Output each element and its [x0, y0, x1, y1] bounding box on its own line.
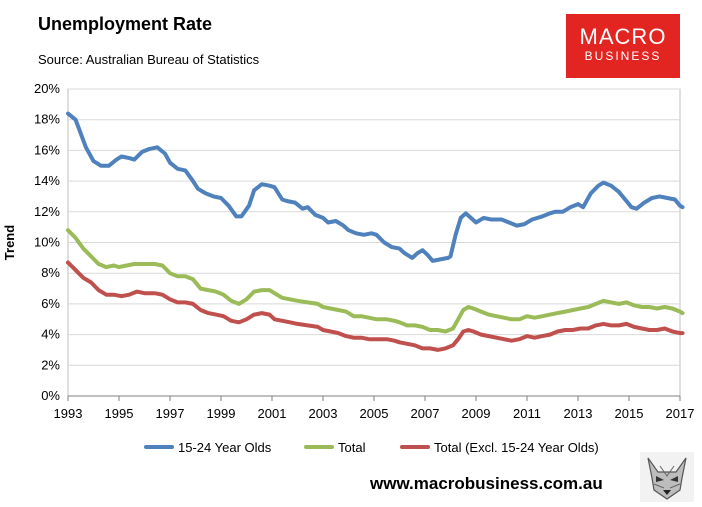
x-tick-label: 2007 — [411, 406, 440, 421]
y-tick-label: 16% — [34, 142, 60, 157]
legend-label-3: Total (Excl. 15-24 Year Olds) — [434, 440, 599, 455]
y-axis-title: Trend — [2, 225, 17, 260]
y-tick-label: 2% — [41, 357, 60, 372]
chart-title: Unemployment Rate — [38, 14, 213, 34]
y-tick-label: 6% — [41, 296, 60, 311]
x-tick-label: 2009 — [462, 406, 491, 421]
x-tick-label: 1995 — [105, 406, 134, 421]
y-tick-label: 14% — [34, 173, 60, 188]
y-tick-label: 12% — [34, 204, 60, 219]
y-tick-label: 20% — [34, 81, 60, 96]
x-tick-label: 2011 — [513, 406, 541, 421]
series-line-1 — [66, 111, 685, 263]
x-tick-label: 1993 — [54, 406, 83, 421]
y-tick-label: 18% — [34, 112, 60, 127]
legend-label-2: Total — [338, 440, 366, 455]
x-tick-label: 2013 — [564, 406, 593, 421]
website-url[interactable]: www.macrobusiness.com.au — [370, 474, 603, 493]
x-tick-label: 2015 — [615, 406, 644, 421]
chart-source: Source: Australian Bureau of Statistics — [38, 52, 260, 67]
logo-line-1: MACRO — [579, 24, 667, 49]
series-line-2 — [66, 228, 685, 334]
x-tick-label: 1999 — [207, 406, 236, 421]
x-tick-label: 1997 — [156, 406, 185, 421]
x-tick-label: 2003 — [309, 406, 338, 421]
x-tick-label: 2017 — [666, 406, 695, 421]
macrobusiness-logo: MACRO BUSINESS — [566, 14, 680, 78]
y-tick-label: 8% — [41, 265, 60, 280]
legend-label-1: 15-24 Year Olds — [178, 440, 272, 455]
y-tick-label: 0% — [41, 388, 60, 403]
unemployment-chart: 0% 2% 4% 6% 8% 10% 12% 14% 16% 18% 20% 1993 1995 1997… — [2, 81, 695, 455]
logo-line-2: BUSINESS — [584, 49, 662, 63]
x-tick-label: 2005 — [360, 406, 389, 421]
wolf-icon — [640, 452, 694, 502]
x-tick-label: 2001 — [258, 406, 287, 421]
y-tick-label: 10% — [34, 235, 60, 250]
y-tick-label: 4% — [41, 327, 60, 342]
series-line-3 — [66, 260, 685, 352]
